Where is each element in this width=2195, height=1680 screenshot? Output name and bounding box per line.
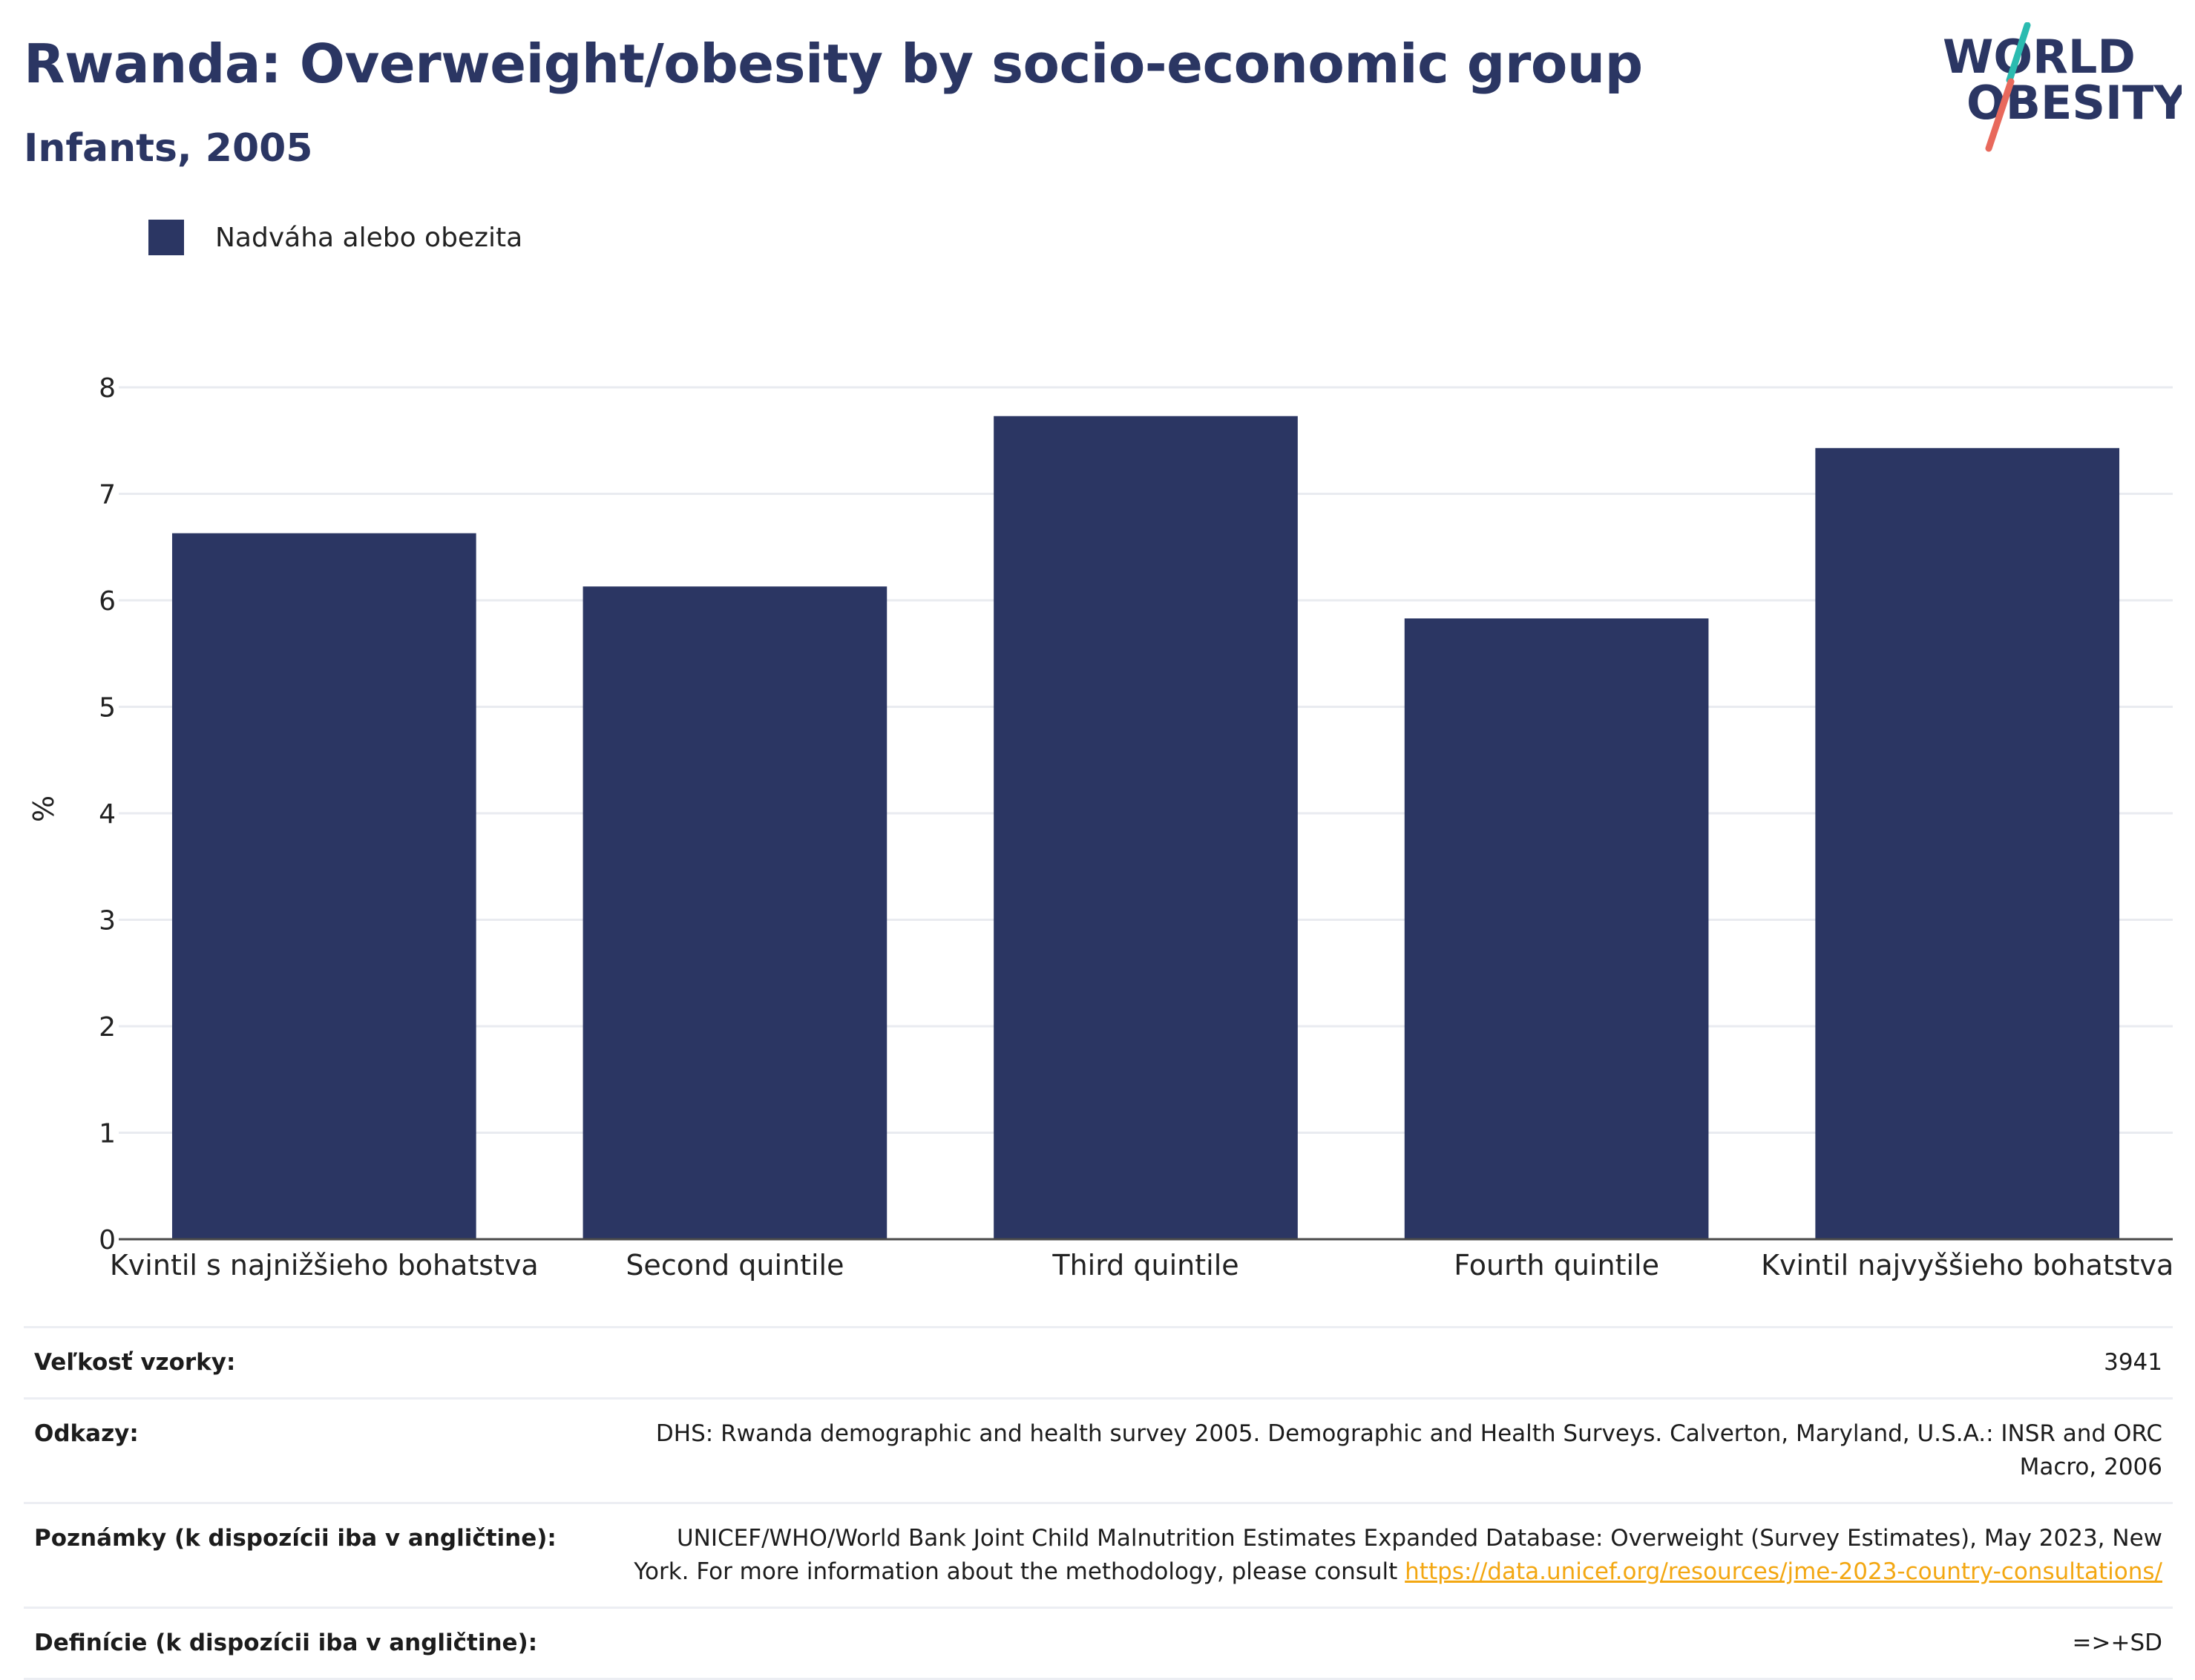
methodology-link[interactable]: https://data.unicef.org/resources/jme-20… xyxy=(1405,1558,2162,1585)
references-line-2: Macro, 2006 xyxy=(2019,1454,2162,1480)
legend-label: Nadváha alebo obezita xyxy=(215,222,523,253)
bar-chart: 0 1 2 3 4 5 6 7 8 Kvintil s najnižšieho bohatstva… xyxy=(27,373,2173,1282)
notes-line-2: York. For more information about the met… xyxy=(634,1558,1405,1585)
x-tick-label: Kvintil najvyššieho bohatstva xyxy=(1761,1249,2173,1282)
y-tick-label: 8 xyxy=(99,373,116,404)
info-row-notes: Poznámky (k dispozícii iba v angličtine)… xyxy=(24,1504,2173,1609)
world-obesity-logo[interactable]: WORLD OBESITY xyxy=(1929,22,2182,156)
y-tick-label: 0 xyxy=(99,1225,116,1256)
sample-size-label: Veľkosť vzorky: xyxy=(34,1349,236,1376)
bar-2[interactable] xyxy=(994,416,1298,1239)
x-tick-label: Third quintile xyxy=(1051,1249,1238,1282)
y-tick-label: 3 xyxy=(99,906,116,936)
info-row-sample-size: Veľkosť vzorky: 3941 xyxy=(24,1328,2173,1400)
definitions-value: =>+SD xyxy=(2072,1630,2162,1656)
y-tick-label: 5 xyxy=(99,693,116,723)
logo-slash-coral xyxy=(1985,78,2015,152)
references-value: DHS: Rwanda demographic and health surve… xyxy=(656,1417,2162,1484)
bar-4[interactable] xyxy=(1815,447,2120,1240)
y-tick-label: 6 xyxy=(99,586,116,617)
chart-bars xyxy=(171,416,2120,1240)
x-tick-label: Second quintile xyxy=(626,1249,844,1282)
y-tick-label: 4 xyxy=(99,799,116,830)
references-line-1: DHS: Rwanda demographic and health surve… xyxy=(655,1420,2162,1447)
info-table: Veľkosť vzorky: 3941 Odkazy: DHS: Rwanda… xyxy=(24,1326,2173,1680)
bar-0[interactable] xyxy=(171,533,476,1239)
page-subtitle: Infants, 2005 xyxy=(24,126,313,171)
x-tick-label: Kvintil s najnižšieho bohatstva xyxy=(110,1249,539,1282)
page-title: Rwanda: Overweight/obesity by socio-econ… xyxy=(24,33,1643,95)
y-tick-label: 2 xyxy=(99,1012,116,1043)
y-tick-label: 1 xyxy=(99,1119,116,1149)
notes-line-1: UNICEF/WHO/World Bank Joint Child Malnut… xyxy=(676,1525,2162,1552)
definitions-label: Definície (k dispozícii iba v angličtine… xyxy=(34,1630,538,1656)
chart-axes: 0 1 2 3 4 5 6 7 8 Kvintil s najnižšieho bohatstva… xyxy=(99,373,2173,1282)
bar-1[interactable] xyxy=(583,586,887,1239)
sample-size-value: 3941 xyxy=(2104,1349,2162,1376)
info-row-references: Odkazy: DHS: Rwanda demographic and heal… xyxy=(24,1400,2173,1504)
references-label: Odkazy: xyxy=(34,1420,139,1447)
chart-legend[interactable]: Nadváha alebo obezita xyxy=(148,220,522,255)
x-tick-label: Fourth quintile xyxy=(1454,1249,1659,1282)
logo-slash-teal xyxy=(2006,22,2031,84)
y-tick-label: 7 xyxy=(99,480,116,511)
notes-label: Poznámky (k dispozícii iba v angličtine)… xyxy=(34,1525,557,1552)
info-row-definitions: Definície (k dispozícii iba v angličtine… xyxy=(24,1609,2173,1680)
bar-3[interactable] xyxy=(1404,618,1709,1239)
logo-word-world: WORLD xyxy=(1943,30,2136,84)
notes-value: UNICEF/WHO/World Bank Joint Child Malnut… xyxy=(634,1522,2162,1589)
legend-swatch xyxy=(148,220,184,255)
y-axis-title: % xyxy=(27,795,60,822)
